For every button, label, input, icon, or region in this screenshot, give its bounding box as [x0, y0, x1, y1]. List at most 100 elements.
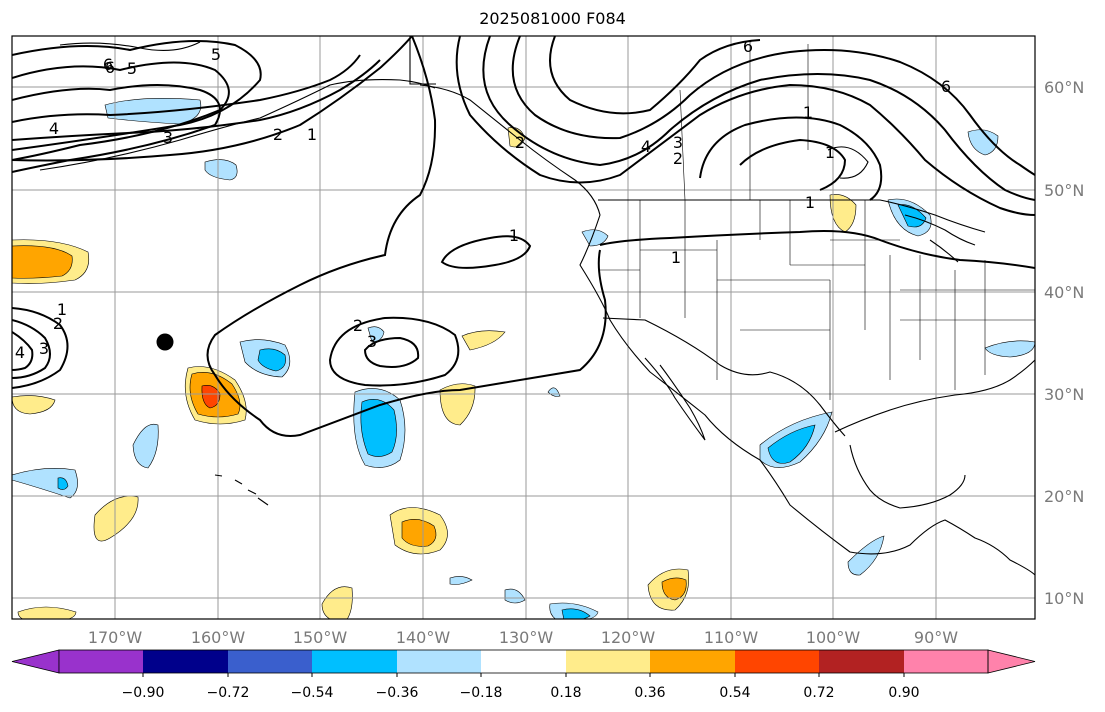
colorbar-tick-label: 0.90 — [888, 685, 919, 701]
field-blue — [257, 348, 286, 372]
field-blue — [57, 477, 69, 490]
field-orange — [12, 245, 73, 279]
colorbar-swatch — [228, 650, 312, 673]
contour-label: 3 — [39, 339, 49, 358]
contour-line — [363, 336, 420, 368]
contour-line — [12, 319, 51, 379]
colorbar-tick-label: 0.72 — [803, 685, 834, 701]
contour-line — [549, 36, 761, 115]
hudson-bay — [827, 146, 869, 179]
field-light-blue — [504, 588, 526, 604]
contour-line — [12, 36, 413, 162]
axis-labels: 170°W 160°W 150°W 140°W 130°W 120°W 110°W 100°W… — [88, 78, 1085, 647]
map-area: 6 5 4 3 2 1 1 1 2 3 6 4 3 2 1 1 6 5 2 1 … — [12, 36, 1035, 619]
colorbar-swatch — [397, 650, 481, 673]
field-yellow — [12, 395, 56, 415]
north-america-coastline — [419, 84, 1035, 576]
map-title: 2025081000 F084 — [479, 9, 626, 28]
longitude-label: 90°W — [914, 628, 958, 647]
field-blue — [897, 204, 927, 228]
longitude-label: 140°W — [396, 628, 451, 647]
colorbar-tick-label: −0.90 — [122, 685, 165, 701]
contour-label: 2 — [353, 316, 363, 335]
latitude-label: 20°N — [1044, 487, 1084, 506]
colorbar-tick-label: 0.18 — [550, 685, 581, 701]
colorbar-swatch — [819, 650, 904, 673]
contour-line — [511, 36, 1035, 176]
us-mexico-border — [602, 317, 846, 437]
field-yellow — [321, 586, 353, 619]
contour-line — [12, 331, 34, 371]
field-yellow — [829, 194, 857, 233]
longitude-label: 130°W — [499, 628, 554, 647]
contour-label: 2 — [515, 133, 525, 152]
field-blue — [561, 608, 591, 619]
contour-line — [455, 36, 1035, 216]
field-yellow — [17, 606, 77, 619]
longitude-label: 150°W — [293, 628, 348, 647]
latitude-label: 10°N — [1044, 589, 1084, 608]
latitude-label: 40°N — [1044, 283, 1084, 302]
contour-label: 1 — [805, 193, 815, 212]
contour-label: 1 — [509, 226, 519, 245]
colorbar-tick-label: −0.36 — [376, 685, 419, 701]
contour-lines — [12, 36, 1035, 437]
lat-lon-grid — [12, 36, 1035, 619]
colorbar-tick-label: −0.72 — [207, 685, 250, 701]
field-light-blue — [204, 159, 238, 181]
us-canada-border — [598, 199, 986, 233]
contour-line — [12, 54, 361, 123]
contour-label: 6 — [941, 77, 951, 96]
latitude-label: 30°N — [1044, 385, 1084, 404]
colorbar-swatch — [481, 650, 566, 673]
colorbar-swatch — [904, 650, 988, 673]
latitude-label: 50°N — [1044, 181, 1084, 200]
contour-line — [12, 59, 381, 141]
field-light-blue — [967, 129, 999, 156]
contour-label: 2 — [673, 149, 683, 168]
contour-label: 3 — [367, 332, 377, 351]
contour-line — [739, 138, 847, 191]
contour-label: 4 — [49, 119, 59, 138]
contour-line — [482, 36, 1035, 201]
contour-label: 6 — [105, 58, 115, 77]
contour-line — [12, 307, 69, 389]
shaded-anomaly-fields — [12, 98, 1035, 619]
contour-label: 1 — [671, 248, 681, 267]
colorbar — [11, 649, 1036, 674]
colorbar-tick-label: −0.18 — [460, 685, 503, 701]
colorbar-tick-labels: −0.90 −0.72 −0.54 −0.36 −0.18 0.18 0.36 0.54 0.7… — [122, 673, 920, 701]
contour-line — [699, 116, 883, 201]
longitude-label: 120°W — [601, 628, 656, 647]
contour-line — [328, 316, 460, 387]
field-light-blue — [12, 468, 78, 499]
colorbar-outline — [58, 649, 989, 674]
latitude-label: 60°N — [1044, 78, 1084, 97]
colorbar-tick-label: 0.36 — [634, 685, 665, 701]
colorbar-tick-label: 0.54 — [719, 685, 750, 701]
contour-label: 5 — [211, 45, 221, 64]
colorbar-swatch — [59, 650, 143, 673]
contour-line — [12, 61, 230, 161]
field-yellow — [461, 330, 506, 351]
contour-label: 6 — [103, 55, 113, 74]
contour-label: 4 — [641, 137, 651, 156]
hawaii-islands — [214, 474, 269, 506]
field-orange — [661, 577, 687, 601]
contour-label: 2 — [53, 314, 63, 333]
colorbar-extend-min — [11, 649, 60, 674]
colorbar-swatch — [735, 650, 819, 673]
colorbar-tick-label: −0.54 — [291, 685, 334, 701]
contour-line — [599, 230, 1035, 269]
contour-label: 2 — [273, 125, 283, 144]
contour-label: 5 — [127, 59, 137, 78]
field-orange — [401, 518, 437, 547]
colorbar-extend-max — [987, 649, 1036, 674]
contour-label: 1 — [57, 300, 67, 319]
field-yellow — [93, 495, 139, 542]
field-blue — [360, 399, 397, 457]
field-light-blue — [984, 340, 1035, 358]
longitude-label: 110°W — [704, 628, 759, 647]
alaska-coastline — [39, 79, 436, 171]
